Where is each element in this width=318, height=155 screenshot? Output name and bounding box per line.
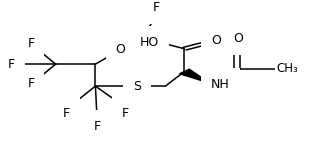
Text: NH: NH bbox=[211, 78, 230, 91]
Text: F: F bbox=[8, 58, 15, 71]
Text: F: F bbox=[27, 78, 34, 90]
Text: S: S bbox=[133, 80, 142, 93]
Text: O: O bbox=[233, 32, 243, 45]
Text: F: F bbox=[93, 120, 100, 133]
Text: F: F bbox=[27, 37, 34, 50]
Text: F: F bbox=[152, 1, 159, 14]
Text: O: O bbox=[211, 35, 221, 47]
Text: HO: HO bbox=[139, 36, 159, 49]
Text: CH₃: CH₃ bbox=[276, 62, 298, 75]
Polygon shape bbox=[179, 69, 210, 83]
Text: F: F bbox=[63, 107, 70, 120]
Text: O: O bbox=[115, 43, 126, 56]
Text: F: F bbox=[122, 107, 129, 120]
